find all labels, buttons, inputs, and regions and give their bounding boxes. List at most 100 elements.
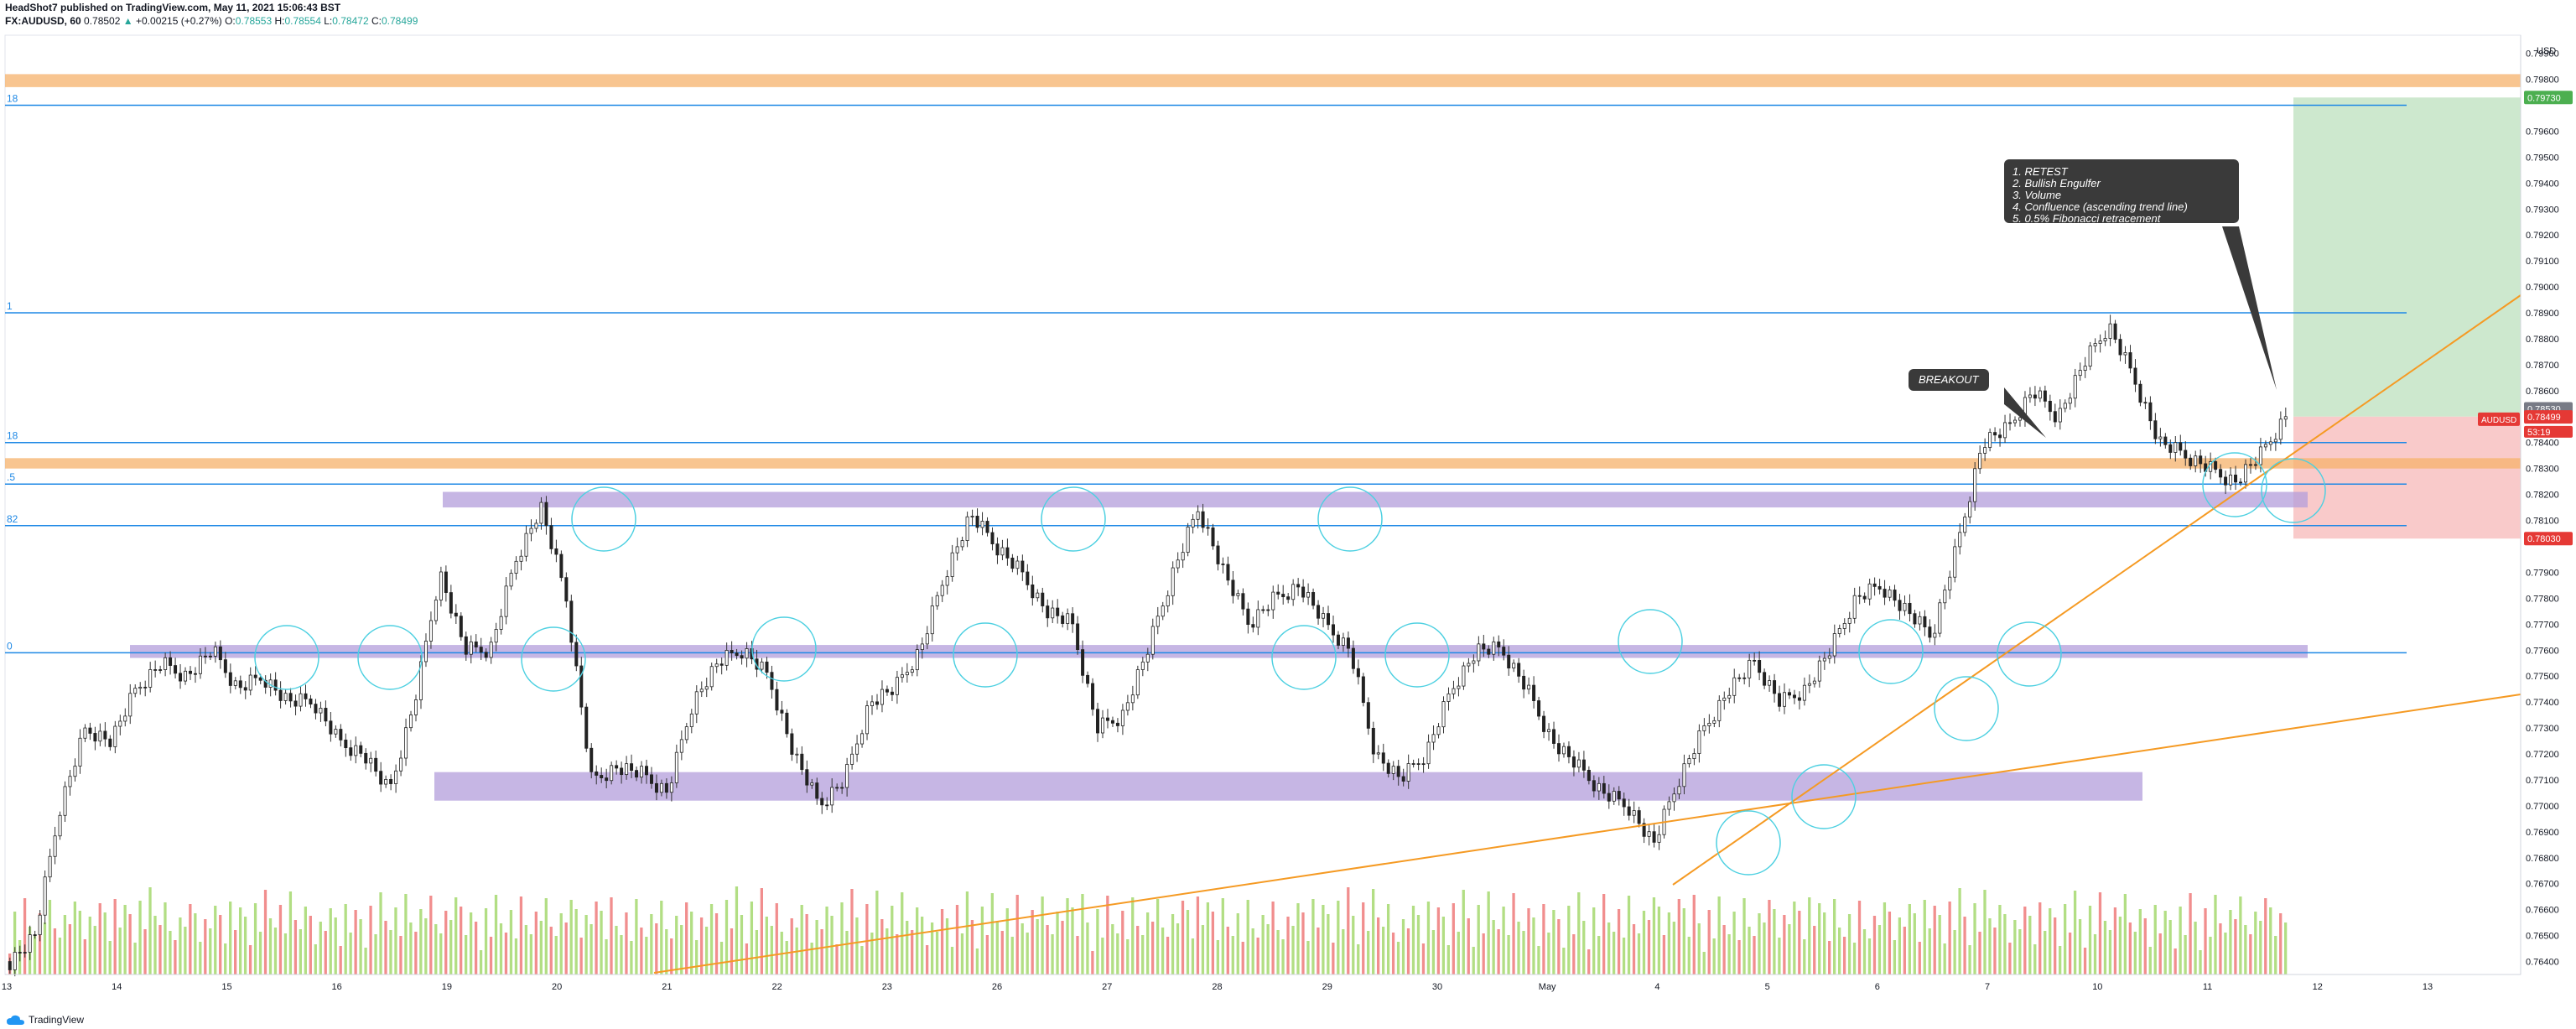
candle-body [1482,643,1486,650]
candle-body [314,704,318,714]
candle-body [1311,592,1316,606]
candle-body [1211,527,1215,547]
volume-bar [1026,933,1029,974]
candle-body [890,691,894,695]
volume-bar [309,916,312,974]
last-price: 0.78502 [84,15,121,27]
volume-bar [1692,895,1696,974]
candle-body [1566,746,1571,757]
candle-body [1386,762,1390,774]
price-axis-label: 0.78200 [2526,491,2559,501]
candle-body [1366,702,1370,729]
candle-body [1206,527,1210,529]
volume-bar [164,902,167,974]
candle-body [2234,475,2238,483]
candle-body [770,672,774,690]
candle-body [409,715,413,729]
volume-bar [334,917,337,974]
volume-bar [680,925,683,974]
volume-bar [735,886,739,974]
highlight-circle [357,625,423,690]
volume-bar [1758,913,1761,974]
volume-bar [1562,948,1566,974]
candle-body [1076,623,1080,650]
candle-body [344,739,348,749]
volume-bar [2143,918,2147,974]
volume-bar [1862,929,1867,974]
candle-body [439,571,443,600]
candle-body [1632,810,1636,816]
volume-bar [1612,932,1616,974]
candle-body [1847,617,1852,624]
volume-bar [1572,934,1576,974]
candle-body [785,712,789,735]
candle-body [93,733,97,742]
volume-bar [2023,907,2027,974]
volume-bar [1627,896,1631,974]
candle-body [2219,469,2223,478]
volume-bar [1441,917,1446,974]
candle-body [1612,791,1616,802]
volume-bar [1186,910,1190,974]
volume-bar [1577,892,1581,974]
volume-bar [1667,912,1671,974]
volume-bar [1632,924,1636,974]
candle-body [1963,517,1967,533]
price-axis-label: 0.79600 [2526,127,2559,137]
volume-bar [1597,936,1601,974]
candle-body [1317,605,1321,619]
volume-bar [655,923,658,974]
volume-bar [1015,895,1019,974]
volume-bar [1998,905,2002,974]
volume-bar [1467,918,1470,974]
volume-bar [2279,913,2283,974]
volume-bar [1261,915,1265,974]
volume-bar [600,911,603,974]
footer-brand[interactable]: TradingView [7,1014,84,1026]
volume-bar [2133,932,2137,974]
candle-body [128,693,132,717]
volume-bar [2249,934,2252,974]
volume-bar [158,925,162,974]
candle-body [1416,763,1420,765]
volume-bar [1898,917,1902,974]
volume-bar [2259,921,2262,974]
candle-body [13,952,17,970]
volume-bar [886,928,889,974]
candle-body [2273,439,2277,443]
candle-body [1837,628,1841,634]
volume-bar [1401,919,1405,974]
candle-body [499,616,503,630]
candle-body [800,753,804,771]
brand-label: TradingView [29,1014,85,1026]
reasons-annotation[interactable]: 1. RETEST 2. Bullish Engulfer 3. Volume … [2004,159,2239,225]
breakout-annotation[interactable]: BREAKOUT [1909,369,1989,391]
volume-bar [800,905,803,974]
candle-body [1687,758,1691,765]
candle-body [1041,592,1045,606]
volume-bar [2128,922,2132,974]
candle-body [1867,583,1872,600]
candle-body [1181,552,1185,561]
volume-bar [2264,898,2267,974]
volume-bar [2008,943,2012,974]
candle-body [1547,729,1551,732]
candle-body [98,730,102,742]
candle-body [2048,400,2052,413]
time-axis-label: 22 [771,982,782,992]
volume-bar [1537,946,1540,974]
candle-body [1532,684,1536,701]
volume-bar [399,936,402,974]
volume-bar [1923,900,1926,974]
candle-body [699,689,704,693]
candle-body [985,521,989,533]
volume-bar [2244,925,2247,974]
volume-bar [740,915,744,974]
volume-bar [640,928,643,974]
candle-body [835,787,839,789]
fib-level-label: 18 [7,93,18,105]
candle-body [860,733,865,745]
candle-body [1672,793,1676,803]
price-axis-label: 0.78600 [2526,387,2559,397]
